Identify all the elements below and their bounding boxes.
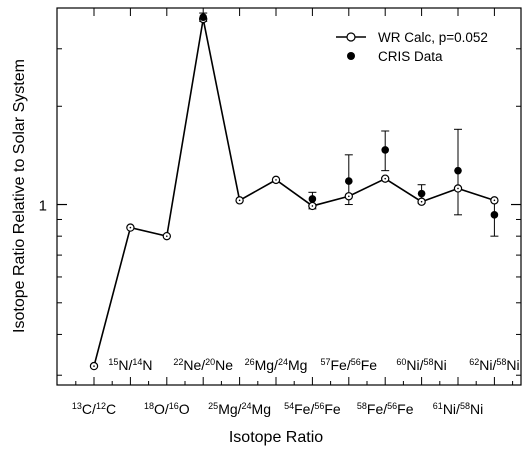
x-tick-label: 58Fe/56Fe <box>357 401 414 417</box>
x-tick-label: 13C/12C <box>72 401 116 417</box>
model-point-center <box>275 179 277 181</box>
legend-open-circle <box>346 32 356 42</box>
data-point <box>308 195 317 203</box>
model-point-center <box>420 200 423 203</box>
model-point-center <box>129 226 132 229</box>
x-tick-labels: 13C/12C 15N/14N 18O/16O 22Ne/20Ne 25Mg/24Mg 2… <box>72 357 520 417</box>
data-point <box>490 211 499 219</box>
data-point <box>381 146 390 154</box>
x-tick-label: 15N/14N <box>108 357 152 373</box>
legend-filled-circle <box>347 52 355 60</box>
legend: WR Calc, p=0.052 CRIS Data <box>336 30 488 64</box>
plot-axes <box>56 7 522 386</box>
x-tick-label: 60Ni/58Ni <box>396 357 446 373</box>
plot-frame <box>56 7 522 386</box>
x-tick-label: 62Ni/58Ni <box>469 357 519 373</box>
model-point-center <box>311 205 314 207</box>
x-tick-label: 57Fe/56Fe <box>320 357 377 373</box>
x-tick-label: 18O/16O <box>144 401 190 417</box>
data-point <box>417 189 426 198</box>
data-markers <box>89 13 499 371</box>
x-tick-label: 25Mg/24Mg <box>208 401 271 417</box>
x-tick-label: 26Mg/24Mg <box>245 357 308 373</box>
y-tick-labels: 1 <box>39 198 47 215</box>
model-polyline <box>93 18 495 367</box>
model-point-center <box>238 199 241 202</box>
legend-label-model: WR Calc, p=0.052 <box>378 30 488 45</box>
model-point-center <box>384 177 387 180</box>
x-tick-label: 22Ne/20Ne <box>173 357 233 373</box>
data-point <box>345 177 353 185</box>
model-point-center <box>457 187 459 190</box>
y-tick-label: 1 <box>39 198 47 215</box>
x-tick-label: 54Fe/56Fe <box>284 401 341 417</box>
model-point-center <box>166 235 168 237</box>
data-point <box>199 13 207 21</box>
model-point-center <box>493 199 496 202</box>
y-axis-title: Isotope Ratio Relative to Solar System <box>11 59 28 333</box>
x-tick-label: 61Ni/58Ni <box>433 401 483 417</box>
model-point-center <box>348 195 350 198</box>
model-line <box>93 18 495 367</box>
legend-label-data: CRIS Data <box>378 49 443 64</box>
data-point <box>454 166 462 175</box>
x-axis-title: Isotope Ratio <box>229 429 323 446</box>
model-point-center <box>93 365 95 367</box>
error-bars <box>199 12 499 237</box>
